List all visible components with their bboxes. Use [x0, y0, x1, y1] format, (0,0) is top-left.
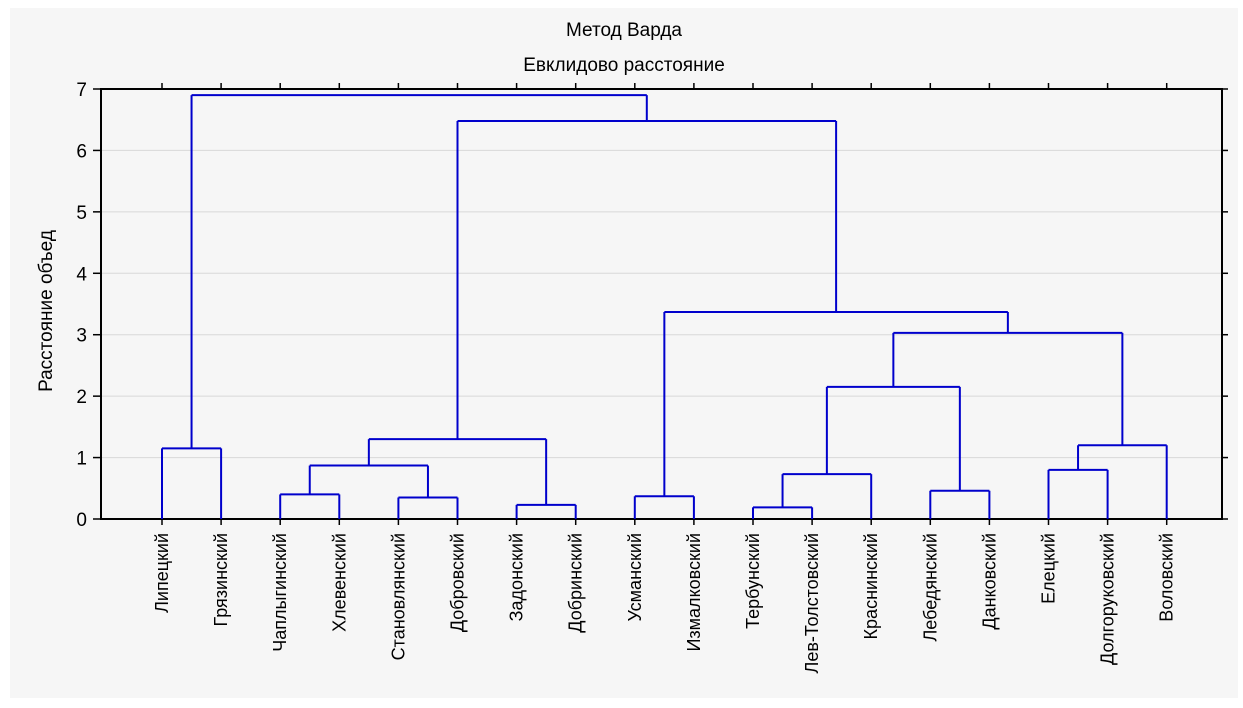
leaf-label: Чаплыгинский — [270, 533, 290, 652]
chart-title: Метод Варда — [566, 20, 682, 41]
leaf-label: Добровский — [448, 533, 468, 632]
y-tick-label: 7 — [76, 80, 87, 101]
leaf-label: Краснинский — [861, 533, 881, 639]
y-tick-label: 6 — [76, 141, 87, 162]
leaf-label: Елецкий — [1039, 533, 1059, 604]
y-tick-label: 2 — [76, 387, 87, 408]
leaf-label: Долгоруковский — [1098, 533, 1118, 665]
chart-subtitle: Евклидово расстояние — [523, 55, 725, 76]
leaf-label: Хлевенский — [329, 533, 349, 632]
y-tick-label: 3 — [76, 326, 87, 347]
leaf-label: Воловский — [1157, 533, 1177, 622]
dendrogram-links — [161, 94, 1168, 519]
axes — [93, 83, 1228, 525]
leaf-label: Измалковский — [684, 533, 704, 652]
leaf-label: Добринский — [566, 533, 586, 633]
y-tick-label: 4 — [76, 264, 87, 285]
leaf-label: Лев-Толстовский — [802, 533, 822, 673]
leaf-label: Грязинский — [211, 533, 231, 627]
leaf-labels: Липецкий Грязинский Чаплыгинский Хлевенский… — [152, 533, 1177, 673]
y-tick-labels: 0 1 2 3 4 5 6 7 — [76, 80, 87, 531]
leaf-label: Липецкий — [152, 533, 172, 613]
leaf-label: Тербунский — [743, 533, 763, 629]
y-axis-label: Расстояние объед — [36, 230, 57, 392]
leaf-label: Становлянский — [388, 533, 408, 660]
plot-border — [100, 88, 1223, 520]
chart-frame: Метод Варда Евклидово расстояние Расстоя… — [10, 8, 1238, 698]
leaf-label: Данковский — [979, 533, 999, 630]
leaf-label: Задонский — [507, 533, 527, 621]
leaf-label: Лебедянский — [920, 533, 940, 642]
y-tick-label: 0 — [76, 510, 87, 531]
dendrogram-chart: Метод Варда Евклидово расстояние Расстоя… — [36, 20, 1228, 673]
leaf-label: Усманский — [625, 533, 645, 622]
y-tick-label: 5 — [76, 203, 87, 224]
y-tick-label: 1 — [76, 449, 87, 470]
grid-lines — [101, 149, 1222, 459]
